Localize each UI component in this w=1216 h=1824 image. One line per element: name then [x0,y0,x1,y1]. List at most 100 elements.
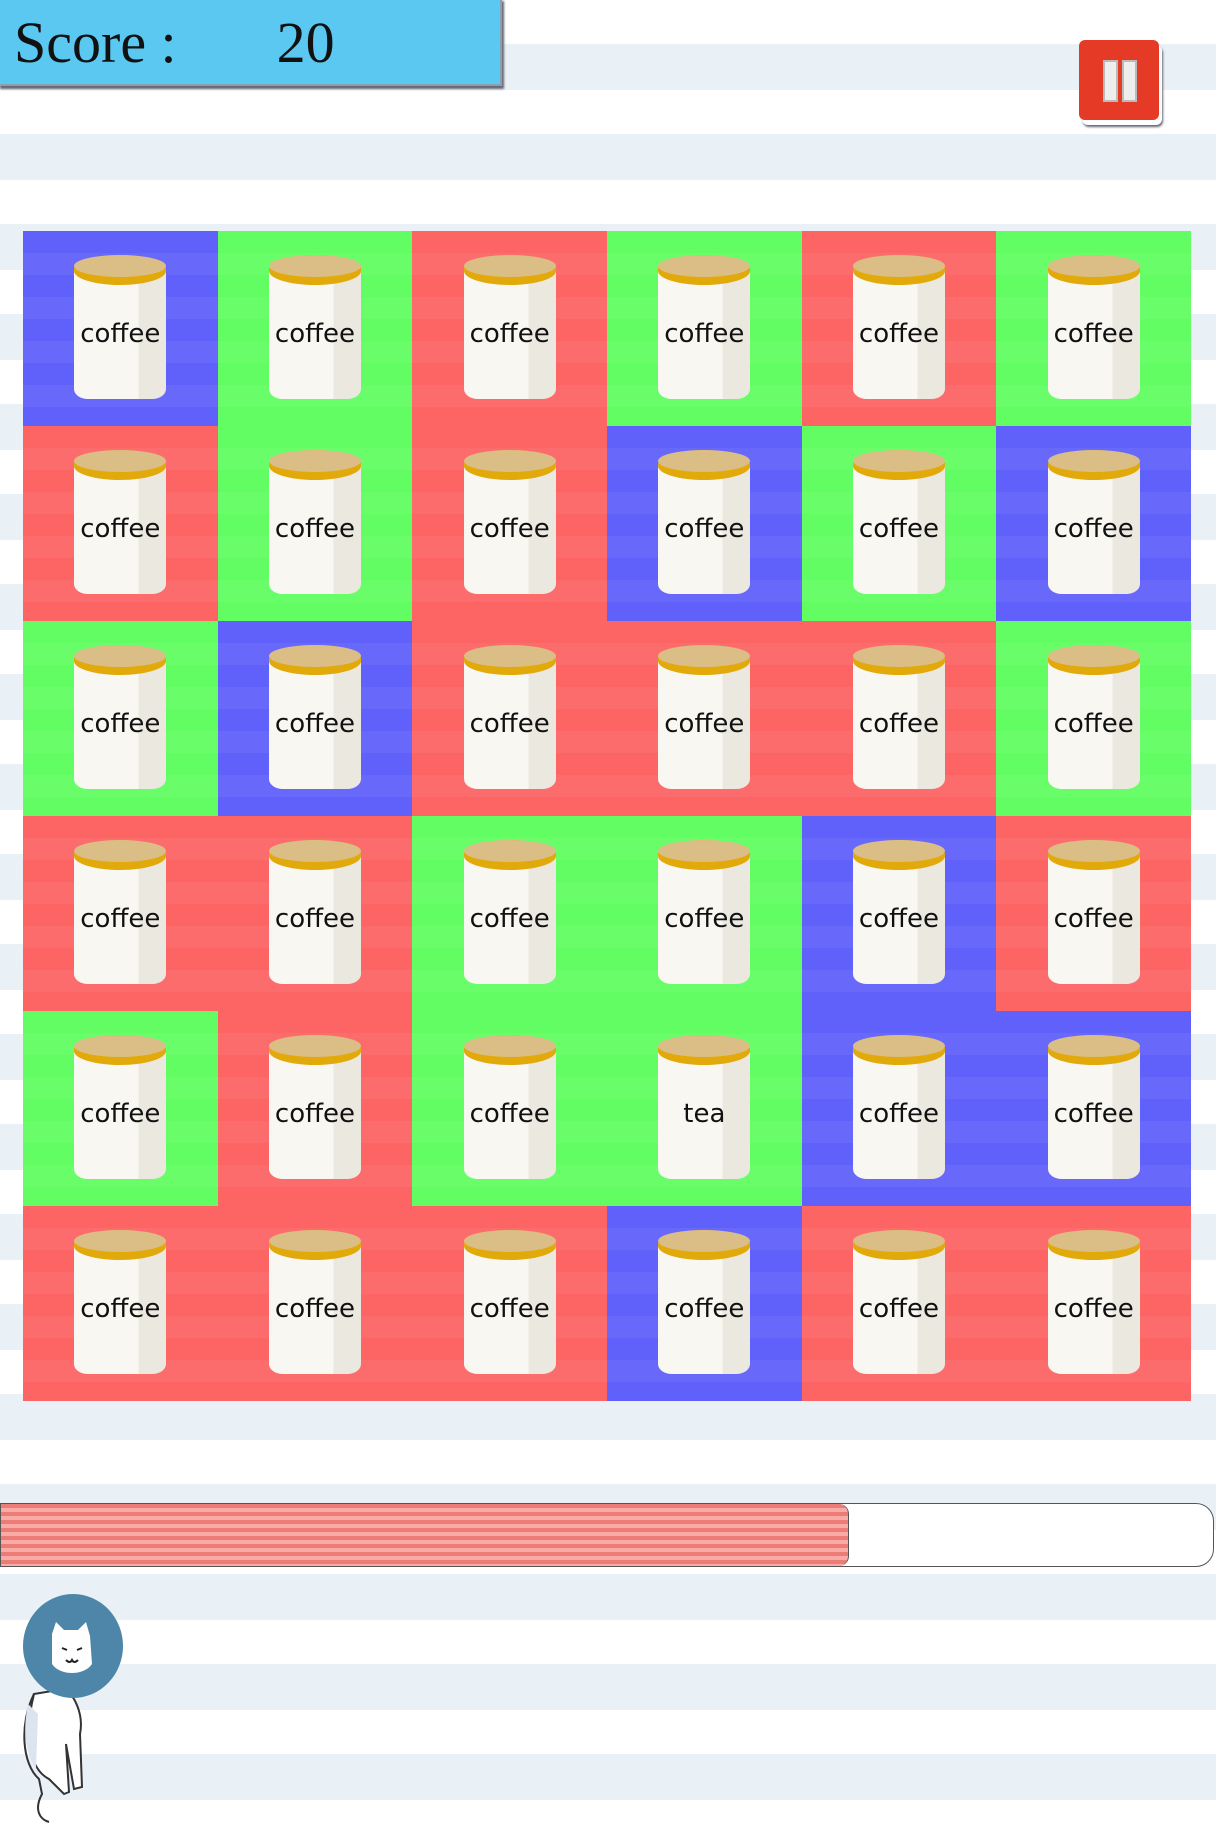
jar-icon: coffee [74,449,167,598]
jar-icon: coffee [852,644,945,793]
jar-icon: coffee [658,644,751,793]
jar-icon: coffee [74,839,167,988]
jar-label: coffee [858,708,940,739]
board-cell[interactable]: coffee [217,1206,413,1401]
board-cell[interactable]: coffee [412,816,607,1011]
jar-icon: coffee [852,1229,945,1378]
jar-label: coffee [664,318,745,349]
jar-label: coffee [664,513,745,544]
board-cell[interactable]: coffee [607,1206,802,1401]
jar-label: coffee [858,513,940,544]
board-cell[interactable]: coffee [996,426,1191,621]
jar-icon: coffee [74,644,167,793]
jar-icon: coffee [463,644,556,793]
jar-label: coffee [80,1098,161,1129]
jar-icon: coffee [268,254,361,403]
board-cell[interactable]: coffee [23,231,218,426]
board-cell[interactable]: coffee [801,621,997,816]
board-cell[interactable]: coffee [23,621,218,816]
jar-icon: coffee [463,839,556,988]
jar-label: coffee [1053,903,1134,934]
score-label: Score : [14,9,177,75]
board-cell[interactable]: coffee [217,231,413,426]
jar-icon: coffee [463,254,556,403]
board-cell[interactable]: coffee [412,426,607,621]
board-cell[interactable]: coffee [217,1011,413,1206]
board-cell[interactable]: coffee [607,621,802,816]
pause-icon [1103,60,1118,102]
timer-bar [0,1503,1214,1567]
board-cell[interactable]: coffee [23,816,218,1011]
jar-label: coffee [80,318,161,349]
jar-icon: coffee [463,1229,556,1378]
jar-icon: coffee [852,839,945,988]
jar-label: coffee [1053,318,1134,349]
timer-bar-fill [1,1504,850,1566]
jar-icon: coffee [268,1229,361,1378]
board-cell[interactable]: coffee [217,621,413,816]
board-cell[interactable]: coffee [23,1011,218,1206]
board-cell[interactable]: coffee [607,231,802,426]
score-value: 20 [276,9,335,75]
board-cell[interactable]: coffee [412,621,607,816]
jar-icon: coffee [1047,644,1140,793]
jar-label: coffee [469,903,550,934]
board-cell[interactable]: coffee [996,1206,1191,1401]
board-cell[interactable]: coffee [217,816,413,1011]
board-cell[interactable]: coffee [801,816,997,1011]
jar-label: tea [683,1098,726,1129]
jar-icon: coffee [268,1034,361,1183]
jar-label: coffee [80,903,161,934]
jar-label: coffee [80,708,161,739]
board-cell[interactable]: coffee [412,1206,607,1401]
jar-icon: coffee [463,1034,556,1183]
jar-icon: coffee [1047,839,1140,988]
jar-icon: coffee [268,644,361,793]
jar-icon: coffee [658,839,751,988]
jar-icon: coffee [268,839,361,988]
jar-label: coffee [469,1293,550,1324]
board-cell[interactable]: coffee [996,816,1191,1011]
jar-label: coffee [274,513,356,544]
jar-icon: coffee [852,449,945,598]
board-cell[interactable]: coffee [996,621,1191,816]
jar-label: coffee [274,903,356,934]
board-cell[interactable]: coffee [801,426,997,621]
board-cell[interactable]: coffee [412,1011,607,1206]
jar-icon: coffee [852,254,945,403]
jar-icon: coffee [658,254,751,403]
jar-label: coffee [469,1098,550,1129]
board-cell[interactable]: coffee [217,426,413,621]
jar-label: coffee [664,1293,745,1324]
jar-label: coffee [274,318,356,349]
jar-label: coffee [469,318,550,349]
game-board: coffee coffee coffee coffee coffee coffee coff… [23,231,1191,1401]
board-cell[interactable]: coffee [801,1011,997,1206]
jar-label: coffee [1053,1098,1134,1129]
board-cell[interactable]: coffee [801,231,997,426]
board-cell[interactable]: coffee [801,1206,997,1401]
jar-icon: coffee [1047,254,1140,403]
board-cell[interactable]: coffee [23,426,218,621]
jar-icon: coffee [74,1229,167,1378]
board-cell[interactable]: coffee [996,231,1191,426]
pause-button[interactable] [1079,40,1159,120]
score-panel: Score : 20 [0,0,502,86]
jar-icon: coffee [74,254,167,403]
pause-icon-bar [1122,60,1137,102]
cat-mascot-icon [23,1594,123,1823]
jar-icon: coffee [1047,449,1140,598]
board-cell[interactable]: coffee [412,231,607,426]
jar-icon: coffee [268,449,361,598]
jar-label: coffee [80,1293,161,1324]
board-cell[interactable]: coffee [996,1011,1191,1206]
jar-label: coffee [858,318,940,349]
jar-icon: coffee [658,449,751,598]
board-cell[interactable]: coffee [607,816,802,1011]
jar-label: coffee [664,708,745,739]
board-cell[interactable]: coffee [23,1206,218,1401]
board-cell[interactable]: coffee [607,426,802,621]
board-cell[interactable]: tea [607,1011,802,1206]
jar-label: coffee [1053,1293,1134,1324]
jar-icon: coffee [463,449,556,598]
